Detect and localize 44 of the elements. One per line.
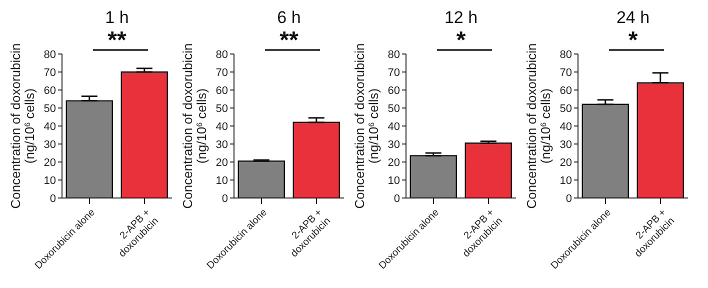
y-tick-label: 50: [216, 102, 228, 115]
y-tick-label: 40: [216, 120, 228, 133]
y-tick-label: 50: [560, 102, 572, 115]
y-tick-label: 0: [394, 192, 400, 205]
y-tick-label: 10: [216, 174, 228, 187]
y-tick-label: 30: [44, 138, 56, 151]
y-tick-label: 10: [388, 174, 400, 187]
y-tick-label: 80: [388, 48, 400, 61]
chart-title: 6 h: [276, 8, 302, 28]
y-tick-label: 60: [560, 84, 572, 97]
y-tick-label: 70: [216, 66, 228, 79]
y-tick-label: 20: [44, 156, 56, 169]
annotation: *: [455, 27, 467, 54]
y-tick-label: 10: [560, 174, 572, 187]
annotation: *: [627, 27, 639, 54]
y-tick-label: 40: [560, 120, 572, 133]
y-tick-label: 10: [44, 174, 56, 187]
y-tick-label: 30: [388, 138, 400, 151]
y-tick-label: 80: [216, 48, 228, 61]
y-tick-label: 70: [44, 66, 56, 79]
y-tick-label: 20: [560, 156, 572, 169]
annotation: **: [278, 27, 300, 54]
y-tick-label: 0: [50, 192, 56, 205]
y-tick-label: 80: [44, 48, 56, 61]
y-tick-label: 70: [560, 66, 572, 79]
chart-title: 1 h: [104, 8, 130, 28]
chart-title: 24 h: [615, 8, 651, 28]
y-tick-label: 60: [216, 84, 228, 97]
y-tick-label: 0: [222, 192, 228, 205]
y-tick-label: 30: [216, 138, 228, 151]
y-tick-label: 50: [388, 102, 400, 115]
y-tick-label: 20: [388, 156, 400, 169]
y-tick-label: 40: [44, 120, 56, 133]
y-tick-label: 60: [388, 84, 400, 97]
y-tick-label: 80: [560, 48, 572, 61]
annotation: **: [106, 27, 128, 54]
chart-title: 12 h: [443, 8, 479, 28]
y-tick-label: 50: [44, 102, 56, 115]
y-tick-label: 40: [388, 120, 400, 133]
y-tick-label: 70: [388, 66, 400, 79]
y-tick-label: 30: [560, 138, 572, 151]
y-tick-label: 60: [44, 84, 56, 97]
y-tick-label: 20: [216, 156, 228, 169]
y-tick-label: 0: [566, 192, 572, 205]
